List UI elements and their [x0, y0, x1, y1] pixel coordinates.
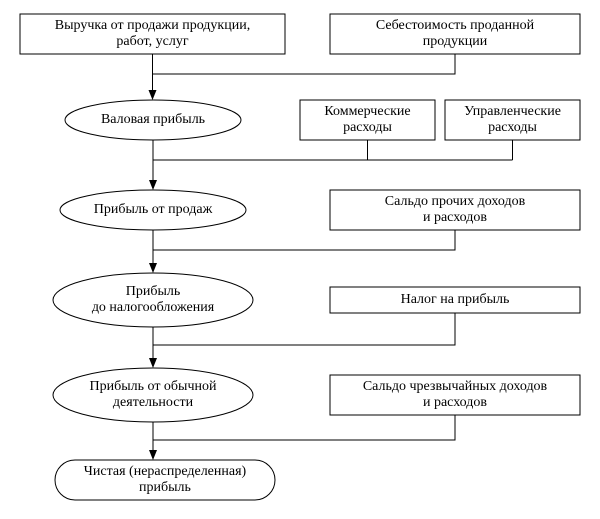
diagram.nodes.revenue-line0: Выручка от продажи продукции, — [55, 18, 250, 33]
diagram.nodes.net-line0: Чистая (нераспределенная) — [84, 464, 247, 479]
diagram.nodes.pretax-line1: до налогообложения — [92, 300, 215, 315]
diagram.nodes.net-line1: прибыль — [139, 480, 191, 495]
diagram.nodes.pretax-line0: Прибыль — [126, 284, 181, 299]
diagram.nodes.cost-line1: продукции — [423, 34, 488, 49]
diagram.nodes.extra_balance-line1: и расходов — [423, 395, 487, 410]
diagram.nodes.ordinary-line1: деятельности — [113, 395, 194, 410]
diagram.nodes.gross-line0: Валовая прибыль — [101, 112, 205, 127]
diagram.nodes.ordinary-line0: Прибыль от обычной — [90, 379, 217, 394]
diagram.nodes.sales_profit-line0: Прибыль от продаж — [94, 202, 213, 217]
diagram.nodes.other_balance-line1: и расходов — [423, 210, 487, 225]
edge-l3-merge — [153, 230, 455, 250]
diagram.nodes.other_balance-line0: Сальдо прочих доходов — [385, 194, 526, 209]
diagram.nodes.cost-line0: Себестоимость проданной — [376, 18, 535, 33]
diagram.nodes.extra_balance-line0: Сальдо чрезвычайных доходов — [363, 379, 548, 394]
diagram.nodes.commercial-line1: расходы — [343, 120, 392, 135]
edge-l2-collector — [153, 140, 513, 160]
diagram.nodes.admin-line1: расходы — [488, 120, 537, 135]
diagram.nodes.revenue-line1: работ, услуг — [116, 34, 188, 49]
diagram.nodes.tax-line0: Налог на прибыль — [401, 292, 510, 307]
edge-top-merge — [153, 54, 456, 74]
diagram.nodes.commercial-line0: Коммерческие — [324, 104, 410, 119]
diagram.nodes.admin-line0: Управленческие — [464, 104, 561, 119]
